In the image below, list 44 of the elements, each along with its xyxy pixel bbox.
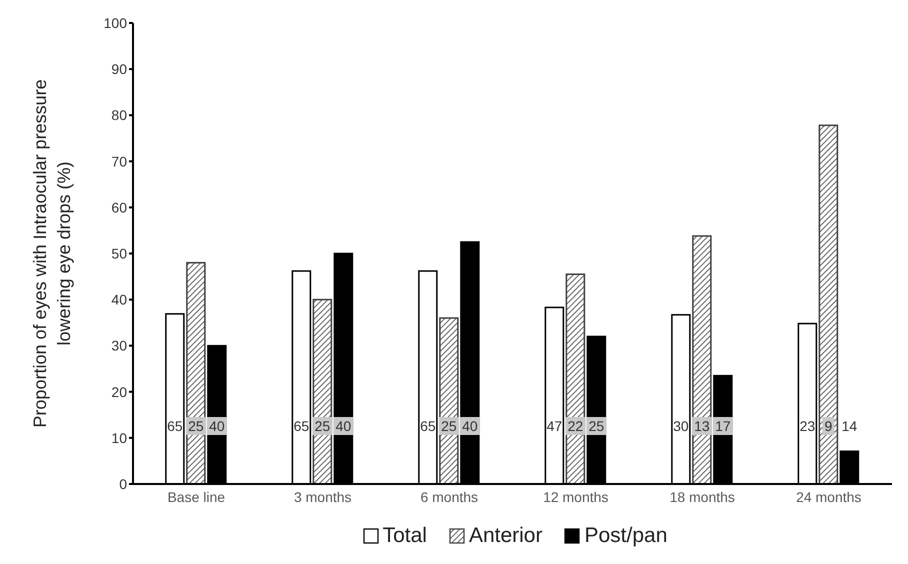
bar — [692, 235, 712, 484]
legend-label: Post/pan — [583, 524, 668, 548]
x-tick-label: 18 months — [670, 488, 735, 505]
y-tick-label: 10 — [111, 430, 128, 446]
y-tick-label: 90 — [111, 61, 128, 78]
y-axis-title: Proportion of eyes with Intraocular pressure lowering eye drops (%) — [30, 79, 74, 428]
annotation: 25 — [588, 418, 604, 434]
annotation: 40 — [209, 418, 225, 434]
bar — [186, 262, 206, 484]
bar — [312, 298, 332, 484]
annotation: 65 — [167, 418, 183, 434]
y-tick-label: 100 — [104, 14, 128, 31]
annotation: 40 — [336, 418, 352, 434]
annotation: 17 — [715, 418, 731, 434]
x-tick-label: 3 months — [294, 488, 352, 505]
y-tick-label: 60 — [111, 199, 128, 216]
legend-label: Total — [382, 524, 427, 548]
x-tick-label: 12 months — [543, 488, 608, 505]
annotation: 47 — [546, 418, 562, 434]
annotation: 23 — [800, 418, 816, 434]
annotation: 9 — [824, 418, 832, 434]
y-tick-label: 50 — [111, 245, 128, 262]
annotation: 40 — [462, 418, 478, 434]
annotation: 22 — [568, 418, 584, 434]
y-tick-label: 20 — [111, 384, 128, 400]
y-tick-label: 40 — [111, 292, 128, 308]
annotation: 65 — [420, 418, 436, 434]
y-tick-label: 80 — [111, 107, 128, 124]
annotation: 25 — [441, 418, 457, 434]
x-tick-label: Base line — [167, 488, 226, 505]
x-tick-label: 6 months — [420, 488, 478, 505]
legend-label: Anterior — [468, 524, 542, 548]
x-tick-label: 24 months — [796, 488, 862, 505]
annotation: 65 — [294, 418, 310, 434]
bar — [566, 273, 586, 484]
y-tick-label: 30 — [111, 338, 128, 354]
annotation: 13 — [694, 418, 710, 434]
annotation: 14 — [842, 418, 858, 434]
annotation: 30 — [673, 418, 689, 434]
y-tick-label: 70 — [111, 153, 128, 170]
bar — [818, 124, 838, 484]
y-tick-label: 0 — [119, 476, 128, 492]
annotation: 25 — [314, 418, 330, 434]
annotation: 25 — [188, 418, 204, 434]
